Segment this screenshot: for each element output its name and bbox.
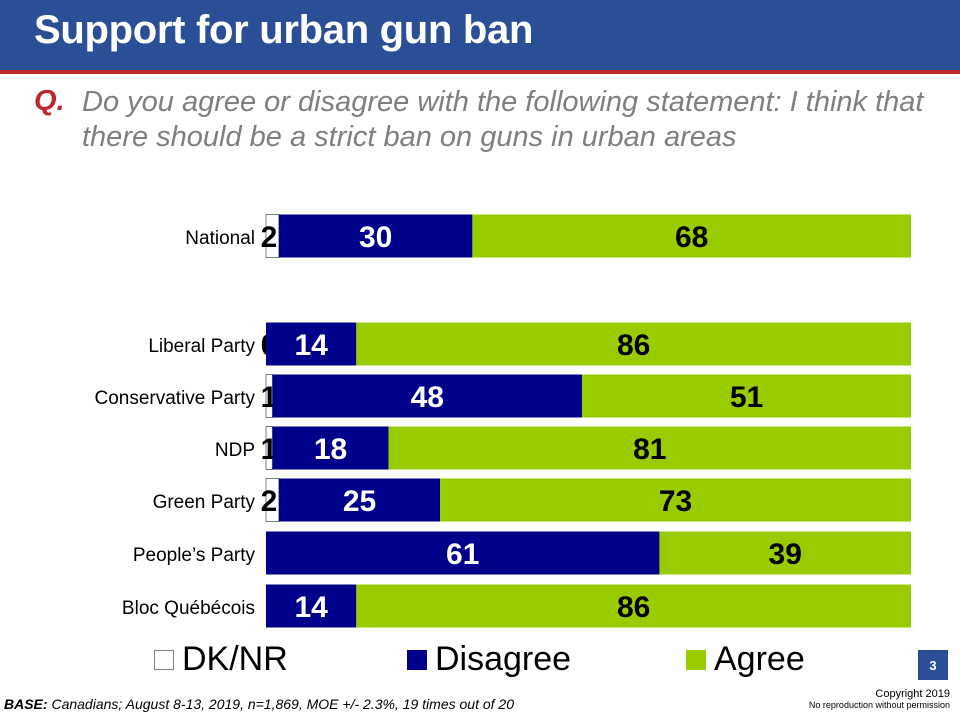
legend-item-disagree: Disagree [407,640,571,679]
data-label-agree-green-party: 73 [659,485,692,518]
question-label: Q. [34,85,65,117]
category-label-national: National [185,228,255,249]
bar-disagree-green-party [278,478,441,522]
title-bar: Support for urban gun ban [0,0,960,74]
page-number: 3 [918,650,948,680]
data-label-disagree-conservative-party: 48 [411,381,444,414]
data-label-disagree-ndp: 18 [314,433,347,466]
base-label: BASE: [4,696,48,712]
base-text: Canadians; August 8-13, 2019, n=1,869, M… [47,696,514,712]
category-label-people-s-party: People’s Party [133,545,256,566]
bar-agree-liberal-party [356,322,911,366]
data-label-disagree-national: 30 [359,221,392,254]
chart-legend: DK/NR Disagree Agree [0,640,960,690]
bar-agree-people-s-party [659,531,911,575]
category-label-conservative-party: Conservative Party [94,388,255,409]
data-label-dk-nr-green-party: 2 [261,485,278,518]
reproduction-notice: No reproduction without permission [808,700,950,710]
category-label-bloc-qu-b-cois: Bloc Québécois [122,598,255,619]
copyright-line: Copyright 2019 [875,688,950,700]
bar-disagree-liberal-party [266,322,357,366]
legend-label-dk-nr: DK/NR [182,640,288,678]
data-label-disagree-bloc-qu-b-cois: 14 [294,591,328,624]
base-note: BASE: Canadians; August 8-13, 2019, n=1,… [4,696,514,712]
data-label-disagree-people-s-party: 61 [446,538,479,571]
legend-swatch-agree [686,649,706,670]
data-label-disagree-liberal-party: 14 [294,329,328,362]
page-title: Support for urban gun ban [34,8,534,52]
bar-disagree-bloc-qu-b-cois [266,584,357,628]
category-label-green-party: Green Party [153,492,256,513]
bar-agree-conservative-party [582,374,911,418]
bar-disagree-people-s-party [266,531,660,575]
bar-agree-green-party [440,478,911,522]
copyright: Copyright 2019 No reproduction without p… [809,688,950,710]
legend-swatch-disagree [407,649,427,670]
data-label-agree-liberal-party: 86 [617,329,650,362]
data-label-dk-nr-national: 2 [261,221,278,254]
category-label-ndp: NDP [215,440,255,461]
legend-label-agree: Agree [714,640,805,678]
legend-label-disagree: Disagree [435,640,572,678]
legend-item-dk-nr: DK/NR [154,640,288,679]
data-label-agree-people-s-party: 39 [769,538,802,571]
bar-disagree-national [278,214,473,258]
data-label-agree-conservative-party: 51 [730,381,763,414]
data-label-disagree-green-party: 25 [343,485,376,518]
bar-agree-national [472,214,911,258]
title-underline [0,70,960,74]
data-label-agree-bloc-qu-b-cois: 86 [617,591,650,624]
question-text: Do you agree or disagree with the follow… [82,86,924,153]
bar-agree-bloc-qu-b-cois [356,584,911,628]
legend-swatch-dk-nr [154,649,174,670]
legend-item-agree: Agree [686,640,805,679]
bar-disagree-conservative-party [272,374,583,418]
bar-agree-ndp [388,426,911,470]
data-label-agree-ndp: 81 [633,433,666,466]
data-label-agree-national: 68 [675,221,708,254]
bar-disagree-ndp [272,426,389,470]
category-label-liberal-party: Liberal Party [148,336,255,357]
